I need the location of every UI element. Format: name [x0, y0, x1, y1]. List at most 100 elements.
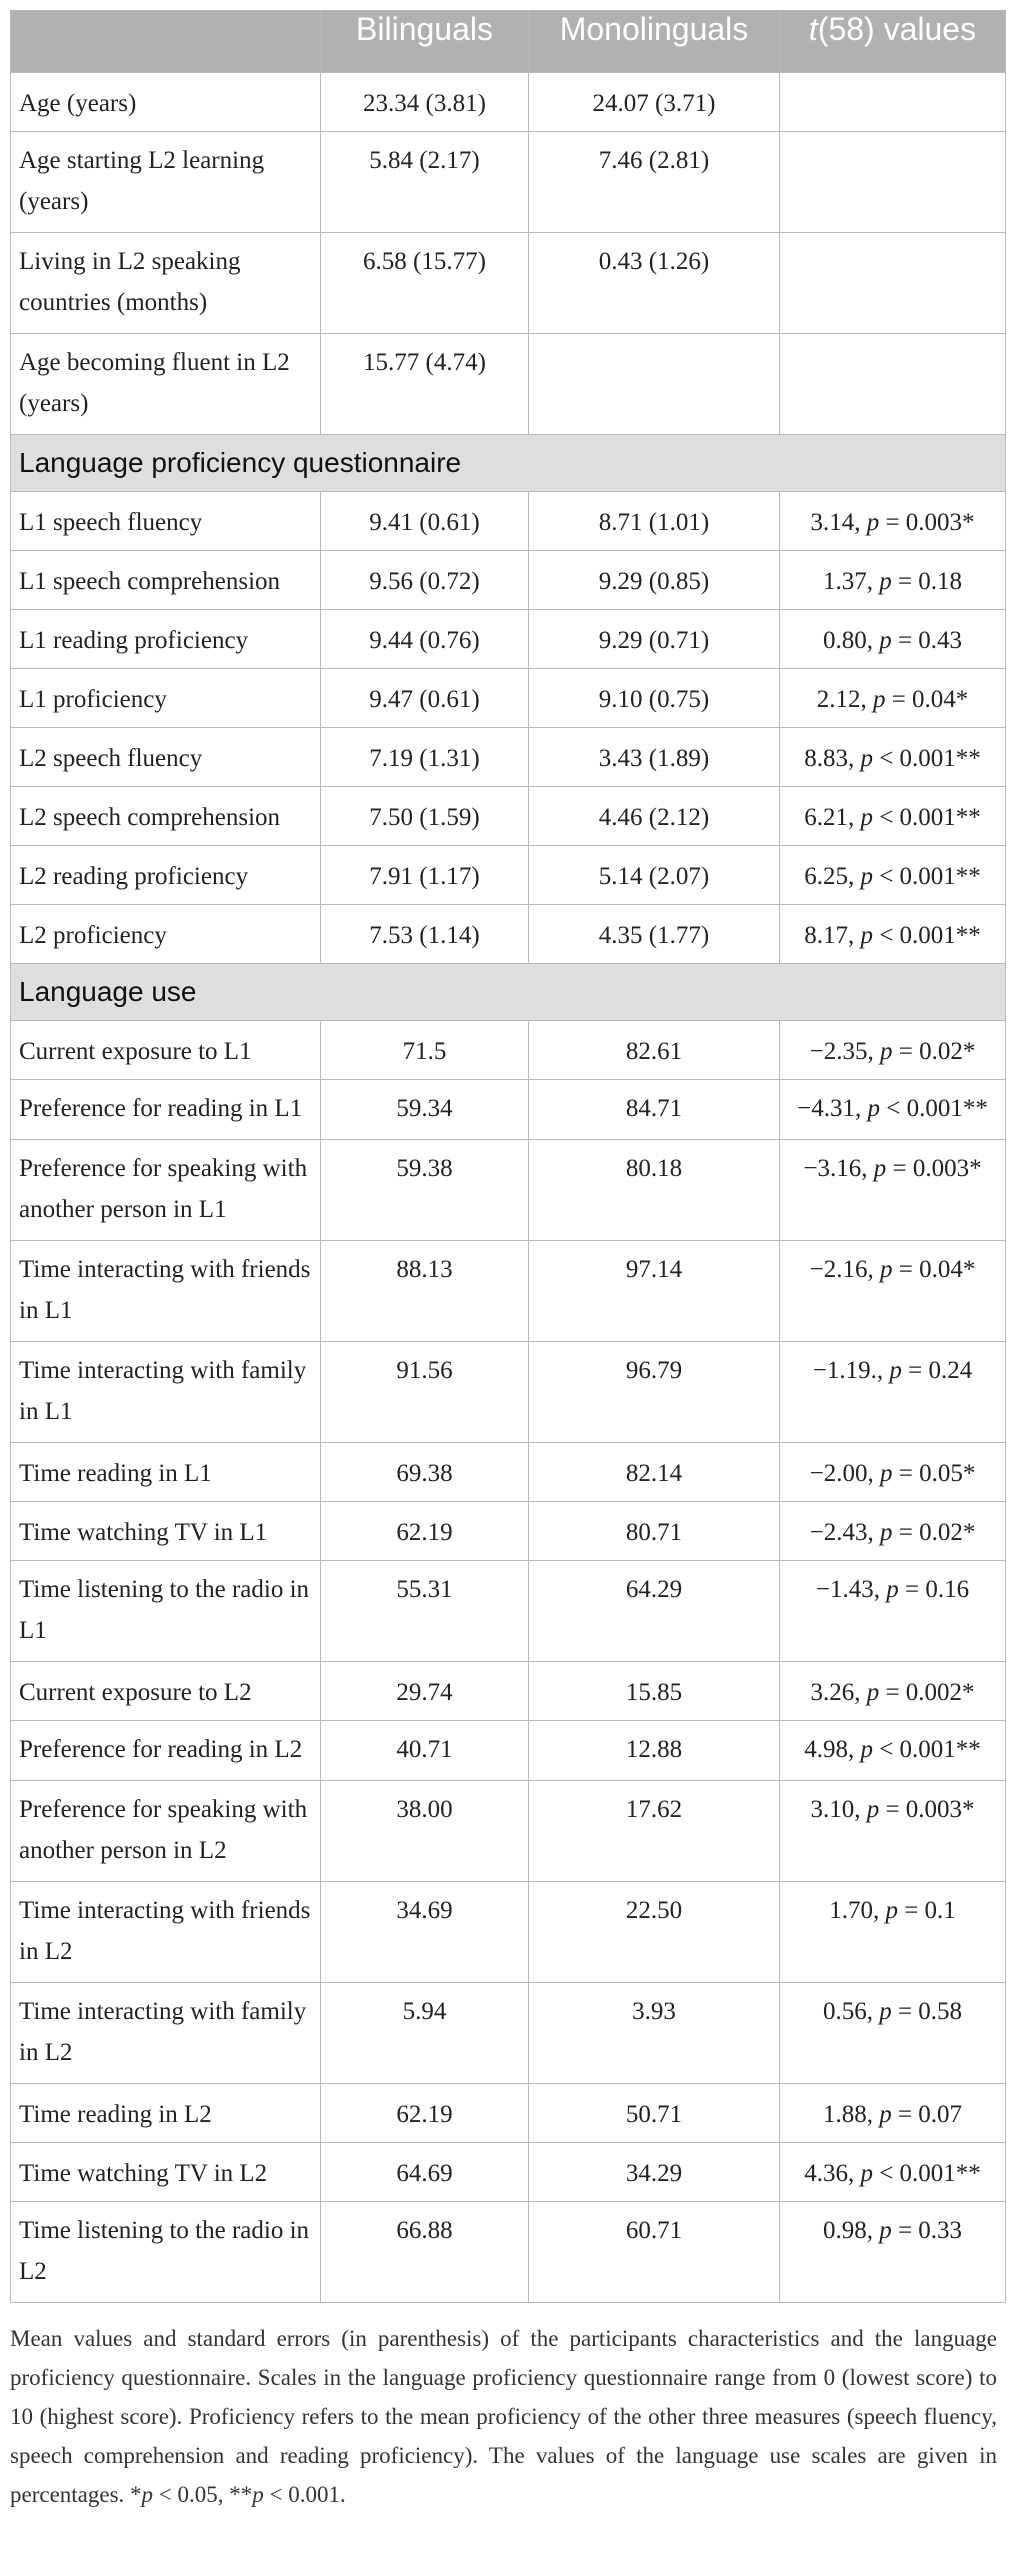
bilinguals-value: 91.56: [320, 1341, 529, 1443]
p-value: = 0.02*: [898, 1038, 976, 1065]
t-value-cell: −2.35, p = 0.02*: [779, 1020, 1006, 1080]
bilinguals-value: 9.44 (0.76): [320, 609, 529, 669]
table-row: L2 speech fluency 7.19 (1.31) 3.43 (1.89) 8…: [10, 727, 1006, 787]
row-label: L2 proficiency: [10, 904, 321, 964]
t-value-cell: 8.17, p < 0.001**: [779, 904, 1006, 964]
monolinguals-value: 22.50: [528, 1881, 780, 1983]
t-value-cell: 0.80, p = 0.43: [779, 609, 1006, 669]
row-label: Age starting L2 learning (years): [10, 131, 321, 233]
bilinguals-value: 5.84 (2.17): [320, 131, 529, 233]
t-statistic: 0.80: [822, 627, 867, 654]
bilinguals-value: 23.34 (3.81): [320, 72, 529, 132]
monolinguals-value: 84.71: [528, 1079, 780, 1140]
p-symbol: p: [885, 1897, 898, 1924]
t-statistic: 1.88: [822, 2101, 867, 2128]
t-statistic: −1.43: [815, 1576, 874, 1603]
p-symbol: p: [880, 1256, 893, 1283]
row-label: Current exposure to L2: [10, 1661, 321, 1721]
bilinguals-value: 88.13: [320, 1240, 529, 1342]
p-symbol: p: [860, 804, 873, 831]
table-row: L2 reading proficiency 7.91 (1.17) 5.14 (2…: [10, 845, 1006, 905]
table-row: Age becoming fluent in L2 (years) 15.77 (…: [10, 333, 1006, 435]
table-row: Preference for reading in L2 40.71 12.88 4.…: [10, 1720, 1006, 1781]
row-label: Time reading in L1: [10, 1442, 321, 1502]
t-value-cell: −1.43, p = 0.16: [779, 1560, 1006, 1662]
header-t-suffix: (58) values: [817, 11, 977, 47]
bilinguals-value: 71.5: [320, 1020, 529, 1080]
p-value: < 0.001**: [879, 863, 981, 890]
t-value-cell: −2.16, p = 0.04*: [779, 1240, 1006, 1342]
footnote-sig2: < 0.001.: [269, 2482, 346, 2507]
p-symbol: p: [860, 2160, 873, 2187]
t-statistic: 6.21: [804, 804, 848, 831]
monolinguals-value: 12.88: [528, 1720, 780, 1781]
header-monolinguals: Monolinguals: [528, 10, 780, 73]
monolinguals-value: 9.29 (0.71): [528, 609, 780, 669]
p-value: = 0.24: [908, 1357, 973, 1384]
bilinguals-value: 55.31: [320, 1560, 529, 1662]
p-symbol: p: [873, 1155, 887, 1182]
t-statistic: 4.36: [804, 2160, 848, 2187]
t-statistic: 3.10: [810, 1796, 855, 1823]
table-row: Age starting L2 learning (years) 5.84 (2.…: [10, 131, 1006, 233]
t-statistic: −1.19.: [812, 1357, 877, 1384]
t-value-cell: [779, 333, 1006, 435]
section-proficiency-heading: Language proficiency questionnaire: [10, 434, 1006, 492]
table-row: L1 speech fluency 9.41 (0.61) 8.71 (1.01) 3…: [10, 491, 1006, 551]
header-t-values: t(58) values: [779, 10, 1006, 73]
monolinguals-value: 80.71: [528, 1501, 780, 1561]
bilinguals-value: 66.88: [320, 2201, 529, 2303]
monolinguals-value: 3.93: [528, 1982, 780, 2084]
row-label: Time watching TV in L1: [10, 1501, 321, 1561]
t-statistic: 4.98: [804, 1736, 848, 1763]
p-symbol: p: [880, 1460, 893, 1487]
t-value-cell: 1.88, p = 0.07: [779, 2083, 1006, 2143]
p-value: = 0.58: [897, 1998, 963, 2025]
table-row: Time watching TV in L2 64.69 34.29 4.36, p …: [10, 2142, 1006, 2202]
monolinguals-value: [528, 333, 780, 435]
monolinguals-value: 17.62: [528, 1780, 780, 1882]
row-label: Age becoming fluent in L2 (years): [10, 333, 321, 435]
t-value-cell: [779, 232, 1006, 334]
p-value: = 0.43: [897, 627, 963, 654]
t-value-cell: 3.14, p = 0.003*: [779, 491, 1006, 551]
bilinguals-value: 40.71: [320, 1720, 529, 1781]
table-row: L1 speech comprehension 9.56 (0.72) 9.29 (…: [10, 550, 1006, 610]
row-label: L2 speech fluency: [10, 727, 321, 787]
t-value-cell: 0.98, p = 0.33: [779, 2201, 1006, 2303]
table-row: Preference for speaking with another per…: [10, 1780, 1006, 1882]
p-symbol: p: [866, 1796, 880, 1823]
table-row: Time reading in L1 69.38 82.14 −2.00, p = 0…: [10, 1442, 1006, 1502]
p-symbol: p: [879, 2217, 892, 2244]
p-value: < 0.001**: [879, 804, 981, 831]
t-statistic: −2.35: [809, 1038, 868, 1065]
bilinguals-value: 59.34: [320, 1079, 529, 1140]
t-statistic: 0.98: [822, 2217, 867, 2244]
t-statistic: −2.16: [809, 1256, 868, 1283]
t-value-cell: −3.16, p = 0.003*: [779, 1139, 1006, 1241]
header-t-symbol: t: [808, 11, 818, 47]
table-row: Living in L2 speaking countries (months)…: [10, 232, 1006, 334]
monolinguals-value: 34.29: [528, 2142, 780, 2202]
section-language-use-row: Language use: [10, 963, 1006, 1021]
p-value: = 0.18: [897, 568, 963, 595]
bilinguals-value: 7.91 (1.17): [320, 845, 529, 905]
table-row: Time reading in L2 62.19 50.71 1.88, p = 0.…: [10, 2083, 1006, 2143]
footnote-sig1-p: p: [141, 2482, 154, 2507]
p-symbol: p: [886, 1576, 899, 1603]
bilinguals-value: 9.41 (0.61): [320, 491, 529, 551]
p-symbol: p: [867, 1095, 881, 1122]
header-bilinguals: Bilinguals: [320, 10, 529, 73]
row-label: Time reading in L2: [10, 2083, 321, 2143]
p-symbol: p: [879, 1998, 892, 2025]
row-label: L1 speech fluency: [10, 491, 321, 551]
bilinguals-value: 64.69: [320, 2142, 529, 2202]
p-value: < 0.001**: [879, 745, 981, 772]
p-symbol: p: [860, 922, 873, 949]
table-row: Time listening to the radio in L2 66.88 60…: [10, 2201, 1006, 2303]
table-row: Current exposure to L2 29.74 15.85 3.26, p …: [10, 1661, 1006, 1721]
row-label: Living in L2 speaking countries (months): [10, 232, 321, 334]
row-label: Preference for reading in L2: [10, 1720, 321, 1781]
table-row: L1 reading proficiency 9.44 (0.76) 9.29 (0…: [10, 609, 1006, 669]
p-symbol: p: [880, 1038, 893, 1065]
